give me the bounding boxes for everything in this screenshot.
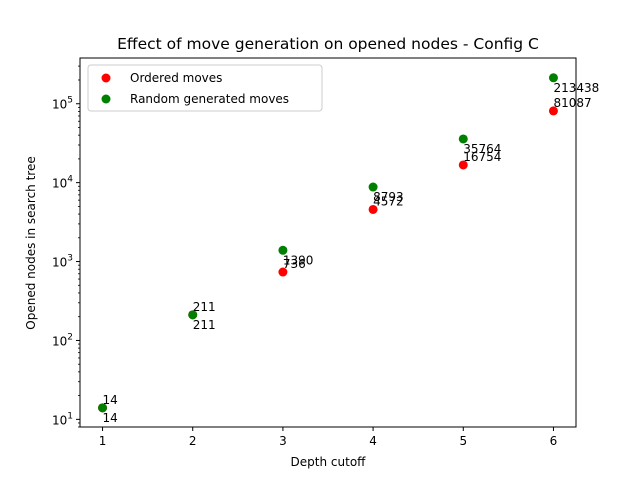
x-axis-label: Depth cutoff	[291, 455, 367, 469]
data-label: 736	[283, 257, 306, 271]
axes: 1 2 3 4 5 6 101 102 103 104 105	[52, 57, 577, 448]
data-label: 14	[103, 393, 118, 407]
x-tick-label: 6	[550, 434, 558, 448]
legend-entry-label: Ordered moves	[130, 71, 222, 85]
y-tick-label: 103	[52, 254, 73, 270]
data-point	[188, 310, 198, 320]
legend: Ordered moves Random generated moves	[87, 64, 323, 112]
y-tick-label: 104	[52, 175, 73, 191]
data-point	[278, 267, 288, 277]
data-marks	[98, 73, 558, 413]
data-point	[548, 73, 558, 83]
data-label: 16754	[463, 150, 501, 164]
legend-marker	[101, 94, 111, 104]
x-tick-label: 2	[189, 434, 197, 448]
x-tick-label: 1	[99, 434, 107, 448]
legend-entry-label: Random generated moves	[130, 92, 289, 106]
data-point	[458, 134, 468, 144]
data-label: 211	[193, 318, 216, 332]
x-tick-label: 5	[459, 434, 467, 448]
data-point	[98, 403, 108, 413]
y-tick-label: 101	[52, 411, 73, 427]
data-labels: 14 211 736 4572 16754 81087 14 211 1390 8793 35764…	[103, 81, 600, 425]
x-tick-label: 3	[279, 434, 287, 448]
data-label: 213438	[553, 81, 599, 95]
legend-box	[87, 64, 323, 112]
data-point	[368, 182, 378, 192]
plot-frame	[79, 57, 577, 428]
x-tick-label: 4	[369, 434, 377, 448]
data-label: 35764	[463, 142, 501, 156]
data-label: 4572	[373, 194, 404, 208]
y-tick-label: 105	[52, 96, 73, 112]
data-label: 14	[103, 411, 118, 425]
data-point	[368, 204, 378, 214]
data-label: 1390	[283, 253, 314, 267]
y-tick-label: 102	[52, 332, 73, 348]
data-label: 211	[193, 300, 216, 314]
y-axis-label: Opened nodes in search tree	[24, 156, 38, 329]
data-point	[278, 245, 288, 255]
chart-title: Effect of move generation on opened node…	[117, 35, 539, 53]
data-label: 81087	[553, 96, 591, 110]
data-point	[458, 160, 468, 170]
data-point	[548, 106, 558, 116]
legend-marker	[101, 73, 111, 83]
data-label: 8793	[373, 190, 404, 204]
